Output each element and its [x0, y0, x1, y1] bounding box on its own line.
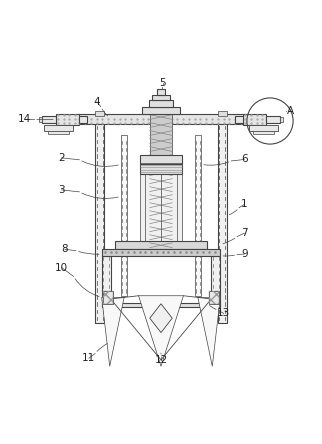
Text: 14: 14 [18, 115, 31, 124]
Text: 11: 11 [82, 353, 96, 363]
Bar [149, 100, 173, 107]
Bar [142, 107, 180, 114]
Bar [103, 291, 113, 304]
Bar [211, 256, 220, 307]
Bar [102, 249, 220, 256]
Polygon shape [102, 297, 124, 366]
Bar [44, 125, 73, 131]
Text: A: A [287, 107, 294, 116]
Text: 7: 7 [241, 228, 248, 238]
Bar [95, 115, 104, 323]
Bar [79, 115, 87, 123]
Polygon shape [138, 296, 184, 366]
Text: 9: 9 [241, 249, 248, 259]
Bar [195, 135, 201, 296]
Bar [253, 131, 274, 135]
Text: 5: 5 [159, 78, 166, 87]
Bar [140, 155, 182, 164]
Bar [152, 95, 170, 100]
Text: 10: 10 [55, 262, 68, 273]
Bar [140, 164, 182, 174]
Text: 6: 6 [241, 155, 248, 164]
Text: 3: 3 [58, 185, 65, 195]
Polygon shape [150, 304, 172, 333]
Bar [209, 291, 219, 304]
Bar [209, 291, 219, 304]
Bar [266, 115, 279, 123]
Bar [103, 291, 113, 304]
Bar [157, 89, 165, 95]
Bar [102, 256, 111, 307]
Text: 4: 4 [94, 97, 100, 107]
Bar [43, 115, 56, 123]
Bar [249, 125, 278, 131]
Text: 12: 12 [154, 355, 168, 365]
Polygon shape [198, 297, 220, 366]
Bar [243, 114, 266, 125]
Bar [56, 114, 79, 125]
Bar [39, 118, 43, 122]
Bar [279, 118, 283, 122]
Bar [95, 111, 104, 116]
Bar [150, 114, 172, 248]
Bar [218, 111, 227, 116]
Bar [48, 131, 69, 135]
Text: 13: 13 [217, 309, 230, 318]
Bar [115, 241, 207, 249]
Bar [121, 135, 127, 296]
Text: 1: 1 [241, 199, 248, 210]
Text: 8: 8 [62, 244, 68, 254]
Bar [235, 115, 243, 123]
Bar [140, 164, 182, 241]
Bar [218, 115, 227, 323]
Bar [102, 303, 220, 307]
Text: 2: 2 [58, 153, 65, 163]
Bar [76, 114, 246, 124]
